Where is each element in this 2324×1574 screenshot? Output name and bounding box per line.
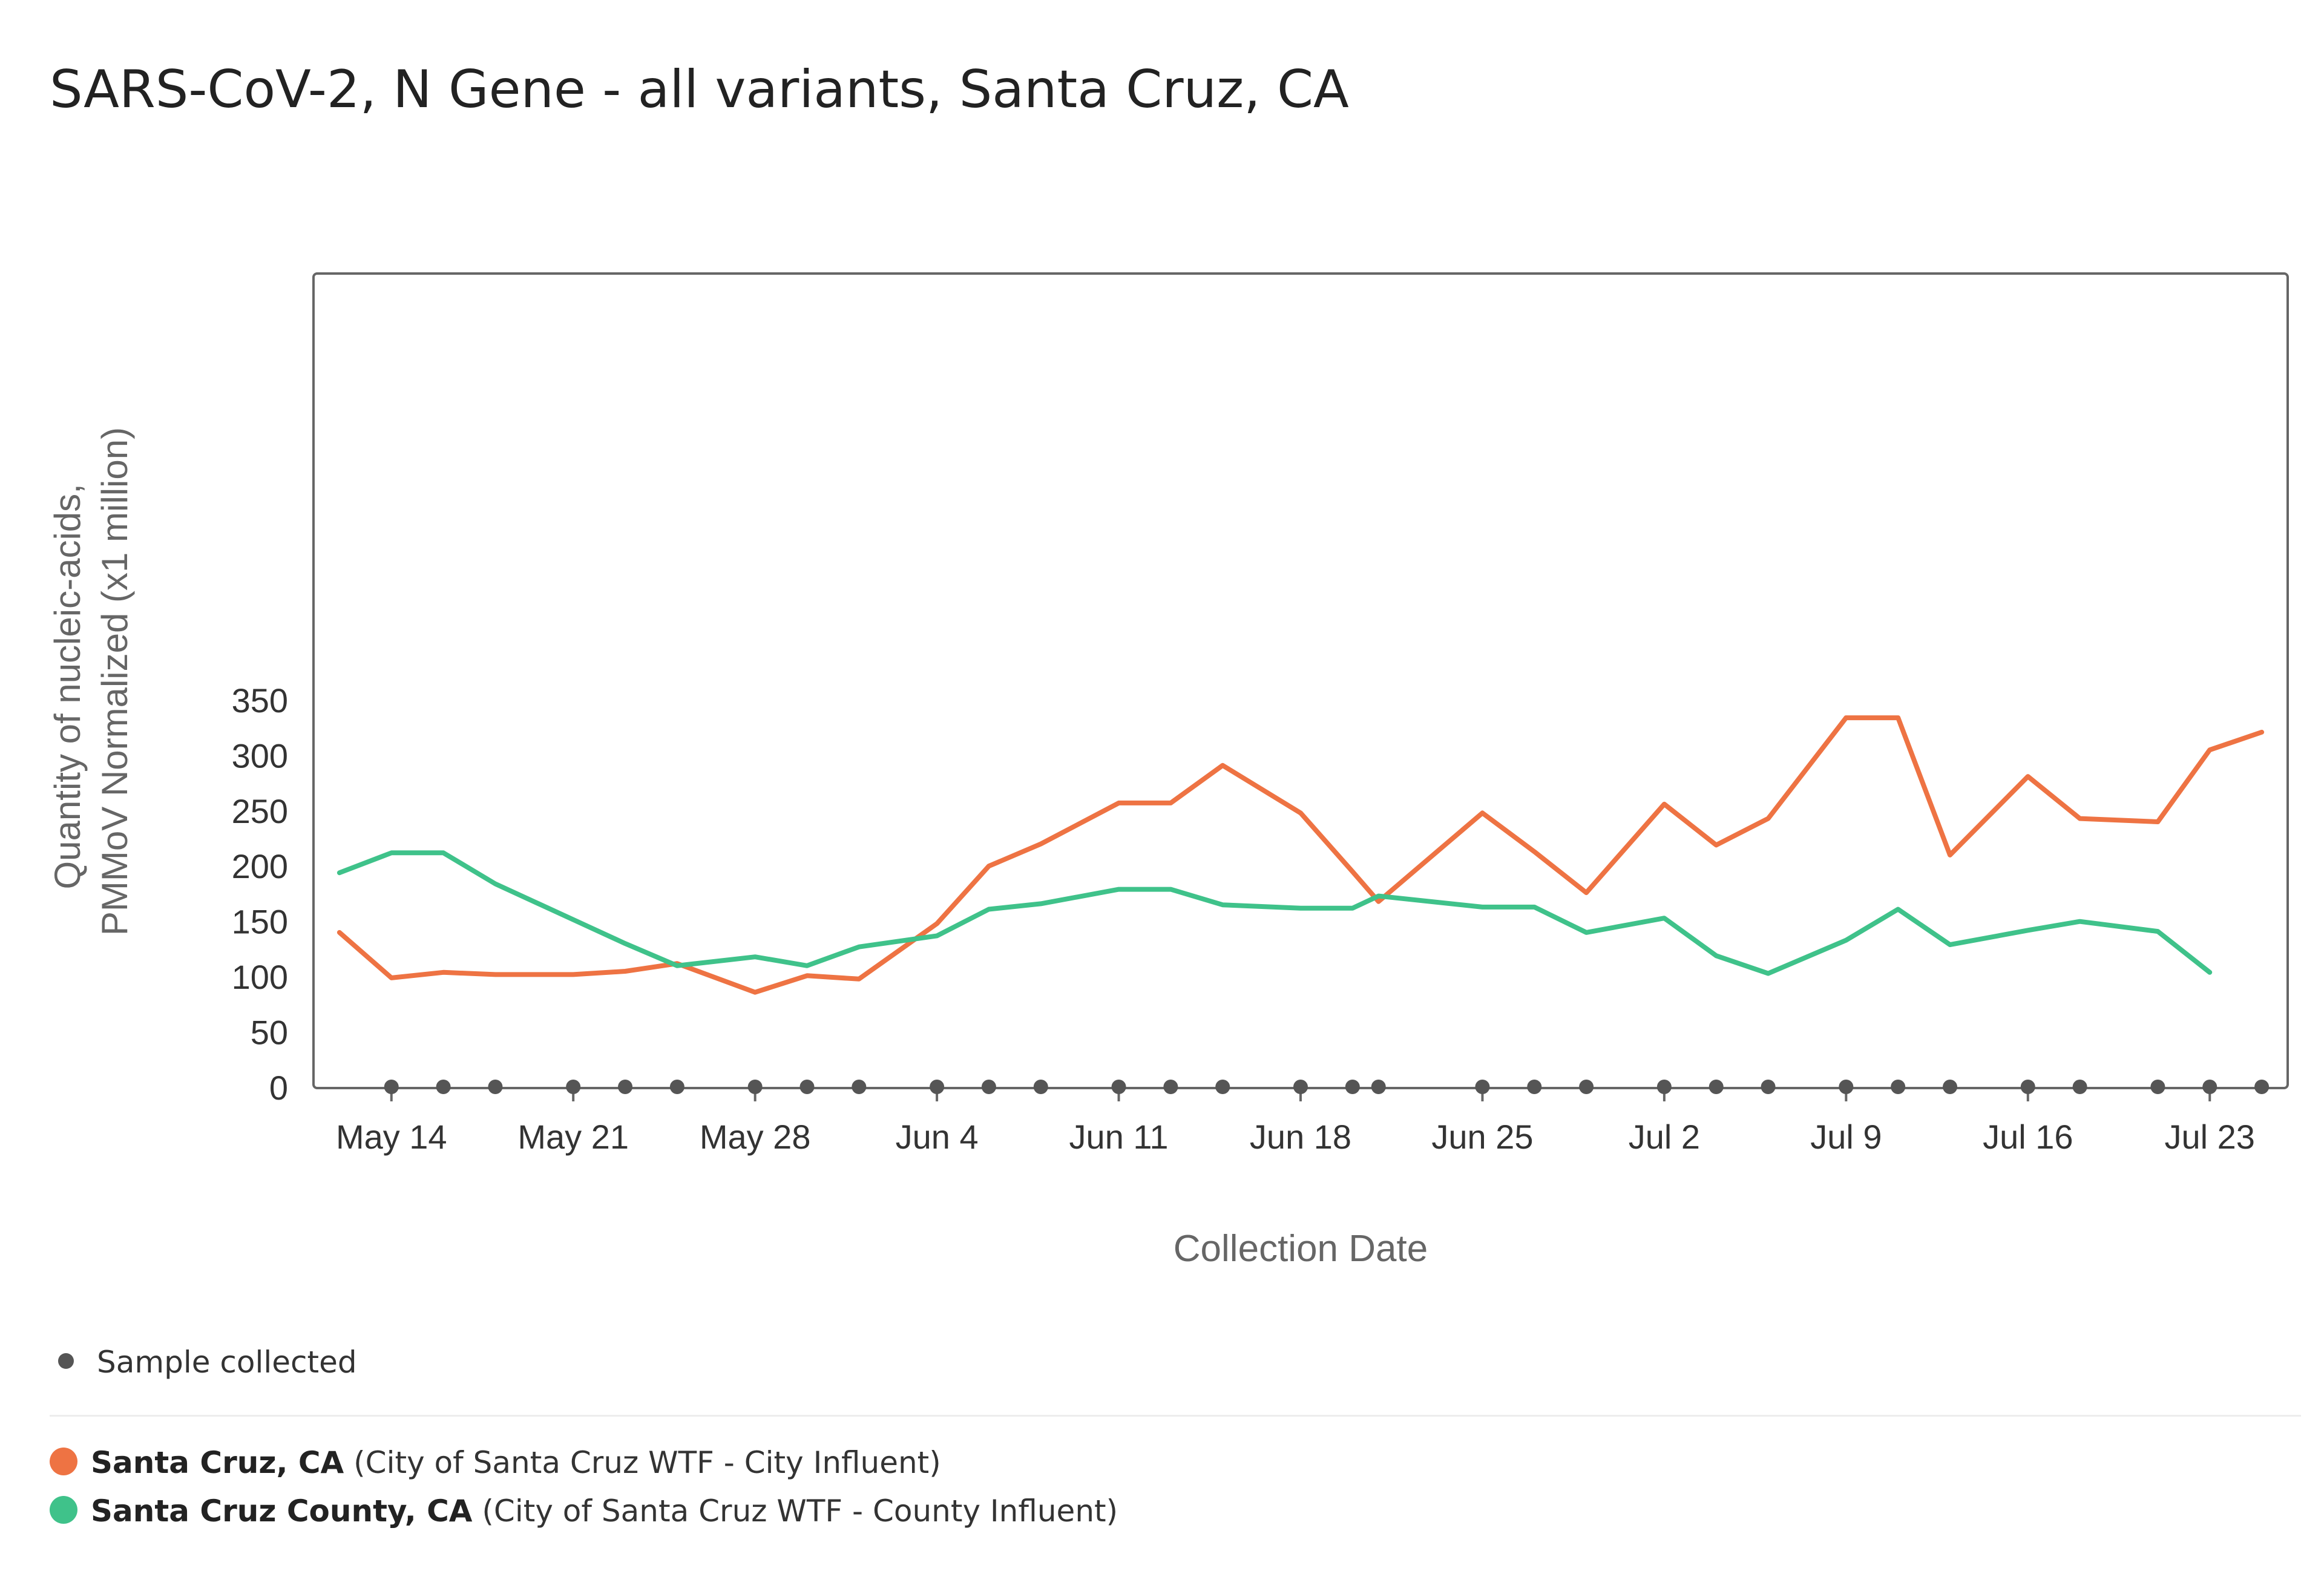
y-tick-label: 300 xyxy=(232,736,288,775)
sample-dot xyxy=(1345,1080,1360,1094)
sample-dot xyxy=(1475,1080,1490,1094)
sample-dot xyxy=(2202,1080,2217,1094)
x-tick-label: May 21 xyxy=(517,1118,629,1156)
sample-dot xyxy=(1839,1080,1854,1094)
sample-markers xyxy=(384,1080,2270,1094)
x-tick-label: May 28 xyxy=(700,1118,811,1156)
legend-divider xyxy=(50,1415,2301,1417)
x-axis: May 14 May 21 May 28 Jun 4 Jun 11 Jun 18 Jun 2… xyxy=(336,1088,2255,1156)
legend-item-santa-cruz-county[interactable]: Santa Cruz County, CA (City of Santa Cru… xyxy=(50,1494,1118,1529)
sample-dot-icon xyxy=(58,1353,74,1369)
series-lines xyxy=(336,715,2265,995)
sample-dot xyxy=(1656,1080,1672,1094)
sample-legend: Sample collected xyxy=(50,1345,357,1380)
sample-dot xyxy=(1579,1080,1594,1094)
series-color-dot-icon xyxy=(50,1495,77,1524)
sample-dot xyxy=(618,1080,633,1094)
line-chart: 0 50 100 150 200 250 300 350 May 14 May 21 May 28… xyxy=(47,272,2289,1270)
plot-area-frame xyxy=(312,272,2289,1089)
x-tick-label: Jul 9 xyxy=(1810,1118,1882,1156)
series-line-santa-cruz-county xyxy=(336,850,2213,976)
sample-dot xyxy=(1371,1080,1386,1094)
sample-dot xyxy=(1943,1080,1958,1094)
sample-dot xyxy=(2150,1080,2165,1094)
x-tick-label: Jun 18 xyxy=(1250,1118,1351,1156)
sample-dot xyxy=(669,1080,684,1094)
y-tick-label: 150 xyxy=(232,903,288,941)
sample-dot xyxy=(852,1080,867,1094)
y-axis-label: Quantity of nucleic-acids, PMMoV Normali… xyxy=(47,427,135,936)
sample-dot xyxy=(1761,1080,1776,1094)
sample-dot xyxy=(747,1080,763,1094)
sample-dot xyxy=(566,1080,581,1094)
y-axis: 0 50 100 150 200 250 300 350 xyxy=(232,681,288,1107)
sample-dot xyxy=(1033,1080,1048,1094)
sample-dot xyxy=(930,1080,945,1094)
sample-dot xyxy=(1215,1080,1230,1094)
sample-dot xyxy=(2020,1080,2035,1094)
y-tick-label: 100 xyxy=(232,958,288,996)
x-tick-label: Jun 11 xyxy=(1069,1118,1169,1156)
sample-dot xyxy=(1163,1080,1178,1094)
y-tick-label: 200 xyxy=(232,847,288,885)
x-tick-label: Jun 4 xyxy=(896,1118,979,1156)
y-tick-label: 50 xyxy=(251,1014,288,1052)
series-color-dot-icon xyxy=(50,1447,77,1475)
y-tick-label: 250 xyxy=(232,792,288,830)
sample-dot xyxy=(488,1080,503,1094)
sample-dot xyxy=(2072,1080,2087,1094)
y-tick-label: 350 xyxy=(232,681,288,720)
legend-series-detail: (City of Santa Cruz WTF - City Influent) xyxy=(353,1445,941,1480)
legend-series-name: Santa Cruz County, CA xyxy=(91,1494,473,1529)
y-tick-label: 0 xyxy=(269,1069,288,1107)
sample-dot xyxy=(1891,1080,1906,1094)
x-tick-label: Jul 16 xyxy=(1983,1118,2073,1156)
y-axis-label-line-1: Quantity of nucleic-acids, xyxy=(47,484,88,889)
sample-dot xyxy=(436,1080,451,1094)
chart-title: SARS-CoV-2, N Gene - all variants, Santa… xyxy=(50,59,1349,120)
legend-series-name: Santa Cruz, CA xyxy=(91,1445,344,1480)
sample-dot xyxy=(1293,1080,1308,1094)
legend-series-detail: (City of Santa Cruz WTF - County Influen… xyxy=(482,1494,1118,1529)
series-line-santa-cruz xyxy=(336,715,2265,995)
sample-dot xyxy=(1709,1080,1724,1094)
legend-item-santa-cruz[interactable]: Santa Cruz, CA (City of Santa Cruz WTF -… xyxy=(50,1445,941,1480)
sample-legend-label: Sample collected xyxy=(97,1345,357,1380)
x-tick-label: May 14 xyxy=(336,1118,447,1156)
sample-dot xyxy=(1527,1080,1542,1094)
sample-dot xyxy=(2254,1080,2270,1094)
sample-dot xyxy=(981,1080,996,1094)
x-tick-label: Jul 2 xyxy=(1629,1118,1700,1156)
y-axis-label-line-2: PMMoV Normalized (x1 million) xyxy=(94,427,135,936)
x-axis-label: Collection Date xyxy=(1173,1228,1428,1270)
sample-dot xyxy=(1111,1080,1126,1094)
x-tick-label: Jul 23 xyxy=(2165,1118,2255,1156)
x-tick-label: Jun 25 xyxy=(1431,1118,1533,1156)
sample-dot xyxy=(799,1080,815,1094)
sample-dot xyxy=(384,1080,399,1094)
